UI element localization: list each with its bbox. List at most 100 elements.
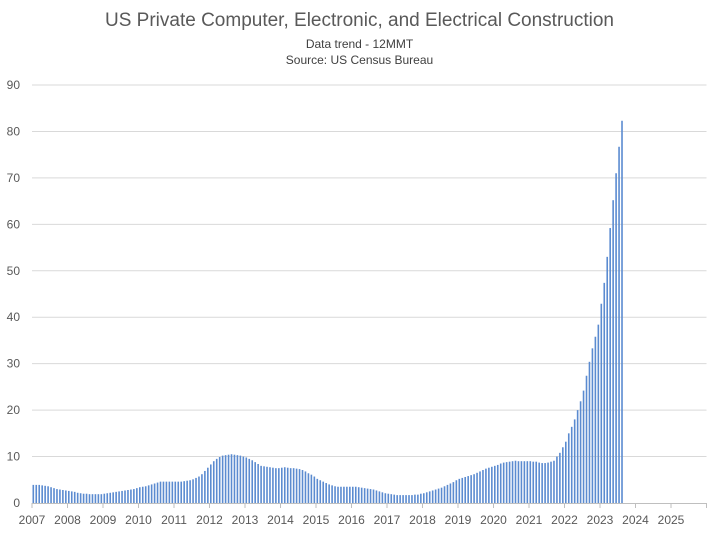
bar	[434, 489, 437, 503]
bar	[242, 456, 245, 503]
bar	[346, 486, 348, 503]
bar	[553, 460, 555, 503]
bar	[402, 495, 404, 503]
bar	[251, 460, 254, 503]
bar	[325, 483, 327, 503]
bar	[334, 486, 336, 503]
bar	[88, 494, 91, 503]
bar	[62, 489, 64, 503]
bar	[307, 473, 310, 503]
bar	[461, 477, 464, 503]
bar	[221, 455, 224, 503]
bar	[35, 484, 38, 503]
bar	[491, 466, 493, 503]
y-tick-label: 90	[7, 78, 21, 92]
bar	[556, 456, 558, 503]
bar	[467, 476, 469, 503]
bar	[210, 464, 212, 503]
bar	[517, 461, 520, 503]
bar	[550, 461, 552, 503]
x-tick-label: 2019	[445, 513, 472, 527]
bar	[431, 490, 434, 503]
bar	[248, 458, 251, 503]
bar	[97, 494, 100, 503]
bar	[278, 468, 280, 503]
bar	[174, 481, 177, 503]
bar	[535, 461, 538, 503]
bar	[106, 493, 109, 503]
bar	[133, 489, 135, 503]
bar	[532, 461, 535, 503]
bar	[295, 468, 298, 503]
bar	[455, 480, 458, 503]
y-tick-label: 40	[7, 310, 21, 324]
x-tick-label: 2012	[196, 513, 223, 527]
bar	[150, 484, 153, 503]
bar	[559, 452, 561, 503]
x-tick-label: 2016	[338, 513, 365, 527]
bar	[499, 463, 502, 503]
bar	[171, 481, 174, 503]
bar	[32, 484, 35, 503]
bar	[186, 480, 188, 503]
bar	[144, 486, 147, 503]
bar	[375, 490, 378, 503]
bar	[597, 324, 600, 503]
bar	[239, 455, 242, 503]
bar	[603, 282, 606, 503]
x-tick-label: 2008	[54, 513, 81, 527]
bar	[301, 470, 304, 503]
bar	[118, 491, 120, 503]
x-tick-label: 2011	[161, 513, 187, 527]
bar	[53, 488, 55, 503]
bar	[165, 481, 168, 503]
x-tick-label: 2020	[480, 513, 507, 527]
bar	[360, 487, 363, 503]
x-tick-label: 2010	[125, 513, 152, 527]
bar	[153, 483, 156, 503]
bar	[112, 492, 114, 503]
bar	[254, 462, 256, 503]
bar	[44, 485, 46, 503]
bar	[103, 493, 106, 503]
bar	[511, 461, 514, 503]
bar	[390, 494, 393, 503]
bar	[162, 481, 165, 503]
bar	[378, 491, 381, 503]
bar	[417, 494, 419, 503]
bar	[136, 488, 138, 503]
bar	[100, 494, 103, 503]
bar	[127, 489, 129, 503]
bar	[218, 457, 221, 503]
bar	[476, 472, 478, 503]
bar	[207, 467, 209, 503]
bar	[283, 467, 286, 503]
bar	[411, 495, 413, 503]
bar	[156, 482, 159, 503]
bar	[479, 471, 481, 503]
bar	[591, 348, 594, 503]
bar	[198, 476, 200, 503]
bar	[275, 468, 277, 503]
bar	[352, 486, 354, 503]
bar	[443, 486, 446, 503]
bar	[573, 419, 576, 503]
bar	[91, 494, 94, 503]
bar	[263, 466, 265, 503]
bar	[286, 467, 289, 503]
y-tick-label: 10	[7, 450, 21, 464]
bar	[257, 463, 259, 503]
bar	[94, 494, 97, 503]
bar	[414, 494, 416, 503]
bar	[502, 462, 505, 503]
bar	[322, 481, 325, 503]
bar	[313, 476, 316, 503]
bar	[189, 480, 191, 503]
bar	[505, 462, 508, 503]
x-tick-label: 2024	[622, 513, 649, 527]
bar	[588, 361, 591, 503]
bar	[446, 484, 449, 503]
bar	[541, 463, 543, 503]
x-tick-label: 2014	[267, 513, 294, 527]
bar	[159, 481, 162, 503]
